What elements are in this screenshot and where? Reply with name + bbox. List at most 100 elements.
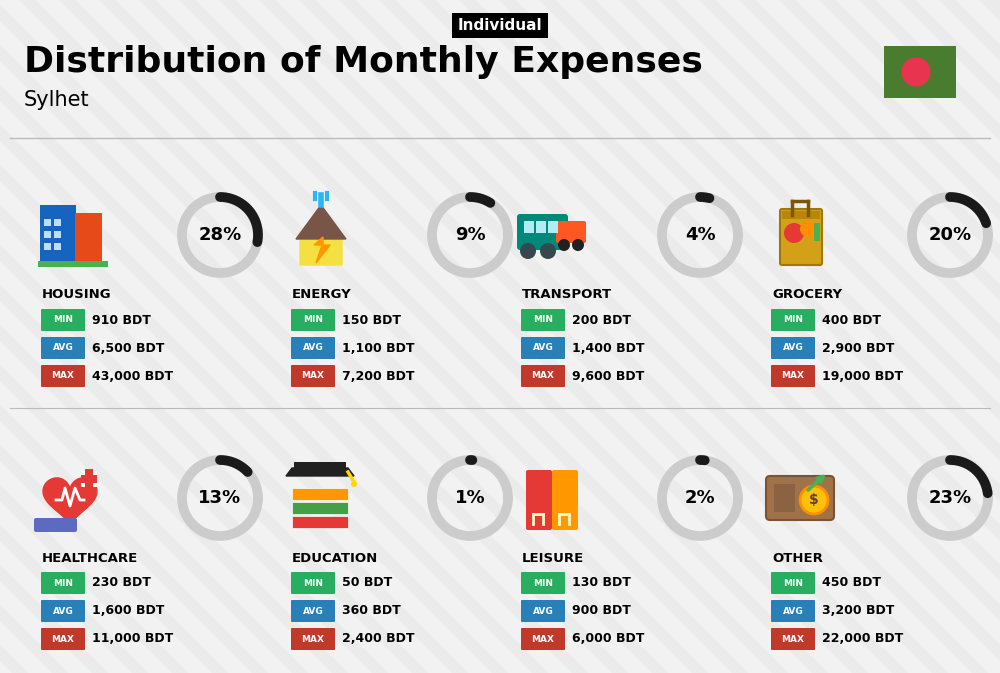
Text: 150 BDT: 150 BDT [342,314,401,326]
Text: MAX: MAX [52,635,74,643]
FancyBboxPatch shape [526,470,552,530]
Text: AVG: AVG [53,343,73,353]
Text: MIN: MIN [533,316,553,324]
Text: AVG: AVG [783,343,803,353]
FancyBboxPatch shape [44,243,51,250]
Circle shape [784,223,804,243]
Text: 900 BDT: 900 BDT [572,604,631,618]
FancyBboxPatch shape [40,205,76,265]
FancyBboxPatch shape [552,470,578,530]
Text: LEISURE: LEISURE [522,551,584,565]
FancyBboxPatch shape [291,628,335,650]
Text: AVG: AVG [53,606,73,616]
Text: AVG: AVG [303,343,323,353]
FancyBboxPatch shape [766,476,834,520]
FancyBboxPatch shape [85,469,93,489]
Circle shape [800,221,816,237]
Text: 50 BDT: 50 BDT [342,577,392,590]
FancyBboxPatch shape [41,309,85,331]
Text: 910 BDT: 910 BDT [92,314,151,326]
Text: MAX: MAX [782,371,804,380]
FancyBboxPatch shape [521,337,565,359]
FancyBboxPatch shape [771,337,815,359]
FancyBboxPatch shape [556,221,586,243]
FancyBboxPatch shape [81,471,97,487]
FancyBboxPatch shape [291,337,335,359]
FancyBboxPatch shape [782,211,820,219]
Polygon shape [314,237,330,263]
Text: 9,600 BDT: 9,600 BDT [572,369,644,382]
FancyBboxPatch shape [774,484,795,512]
Text: MAX: MAX [302,635,324,643]
FancyBboxPatch shape [780,209,822,265]
Polygon shape [296,205,346,239]
FancyBboxPatch shape [81,475,97,483]
FancyBboxPatch shape [41,365,85,387]
Text: 130 BDT: 130 BDT [572,577,631,590]
Text: 400 BDT: 400 BDT [822,314,881,326]
Circle shape [558,239,570,251]
Text: 7,200 BDT: 7,200 BDT [342,369,415,382]
Text: MAX: MAX [782,635,804,643]
FancyBboxPatch shape [521,365,565,387]
Text: MIN: MIN [783,316,803,324]
Text: 1%: 1% [455,489,485,507]
FancyBboxPatch shape [294,462,346,472]
FancyBboxPatch shape [521,309,565,331]
Circle shape [351,481,357,487]
FancyBboxPatch shape [536,221,546,233]
FancyBboxPatch shape [814,223,820,241]
Text: 2,900 BDT: 2,900 BDT [822,341,894,355]
FancyBboxPatch shape [771,309,815,331]
Text: 13%: 13% [198,489,242,507]
Text: MIN: MIN [303,316,323,324]
Circle shape [901,57,931,87]
FancyBboxPatch shape [521,600,565,622]
Text: 6,500 BDT: 6,500 BDT [92,341,164,355]
FancyBboxPatch shape [521,628,565,650]
Text: OTHER: OTHER [772,551,823,565]
FancyBboxPatch shape [292,488,348,500]
Text: 200 BDT: 200 BDT [572,314,631,326]
FancyBboxPatch shape [44,219,51,226]
Text: 11,000 BDT: 11,000 BDT [92,633,173,645]
Text: 230 BDT: 230 BDT [92,577,151,590]
Circle shape [800,486,828,514]
FancyBboxPatch shape [54,219,61,226]
Text: 1,400 BDT: 1,400 BDT [572,341,644,355]
FancyBboxPatch shape [771,628,815,650]
Circle shape [540,243,556,259]
FancyBboxPatch shape [41,600,85,622]
FancyBboxPatch shape [771,365,815,387]
Text: 28%: 28% [198,226,242,244]
FancyBboxPatch shape [292,516,348,528]
Text: 43,000 BDT: 43,000 BDT [92,369,173,382]
Circle shape [520,243,536,259]
FancyBboxPatch shape [291,309,335,331]
Text: AVG: AVG [533,606,553,616]
Text: 3,200 BDT: 3,200 BDT [822,604,894,618]
Text: EDUCATION: EDUCATION [292,551,378,565]
Text: MIN: MIN [533,579,553,588]
FancyBboxPatch shape [291,365,335,387]
FancyBboxPatch shape [771,572,815,594]
Text: AVG: AVG [783,606,803,616]
FancyBboxPatch shape [41,337,85,359]
Text: 1,600 BDT: 1,600 BDT [92,604,164,618]
Polygon shape [300,221,342,265]
FancyBboxPatch shape [771,600,815,622]
Text: $: $ [809,493,819,507]
Text: 450 BDT: 450 BDT [822,577,881,590]
FancyBboxPatch shape [884,46,956,98]
Text: Sylhet: Sylhet [24,90,90,110]
Polygon shape [286,468,354,476]
Text: MAX: MAX [52,371,74,380]
Text: AVG: AVG [303,606,323,616]
Text: GROCERY: GROCERY [772,289,842,302]
FancyBboxPatch shape [291,600,335,622]
Text: 2%: 2% [685,489,715,507]
Circle shape [572,239,584,251]
FancyBboxPatch shape [291,572,335,594]
Text: MAX: MAX [302,371,324,380]
Text: HOUSING: HOUSING [42,289,112,302]
